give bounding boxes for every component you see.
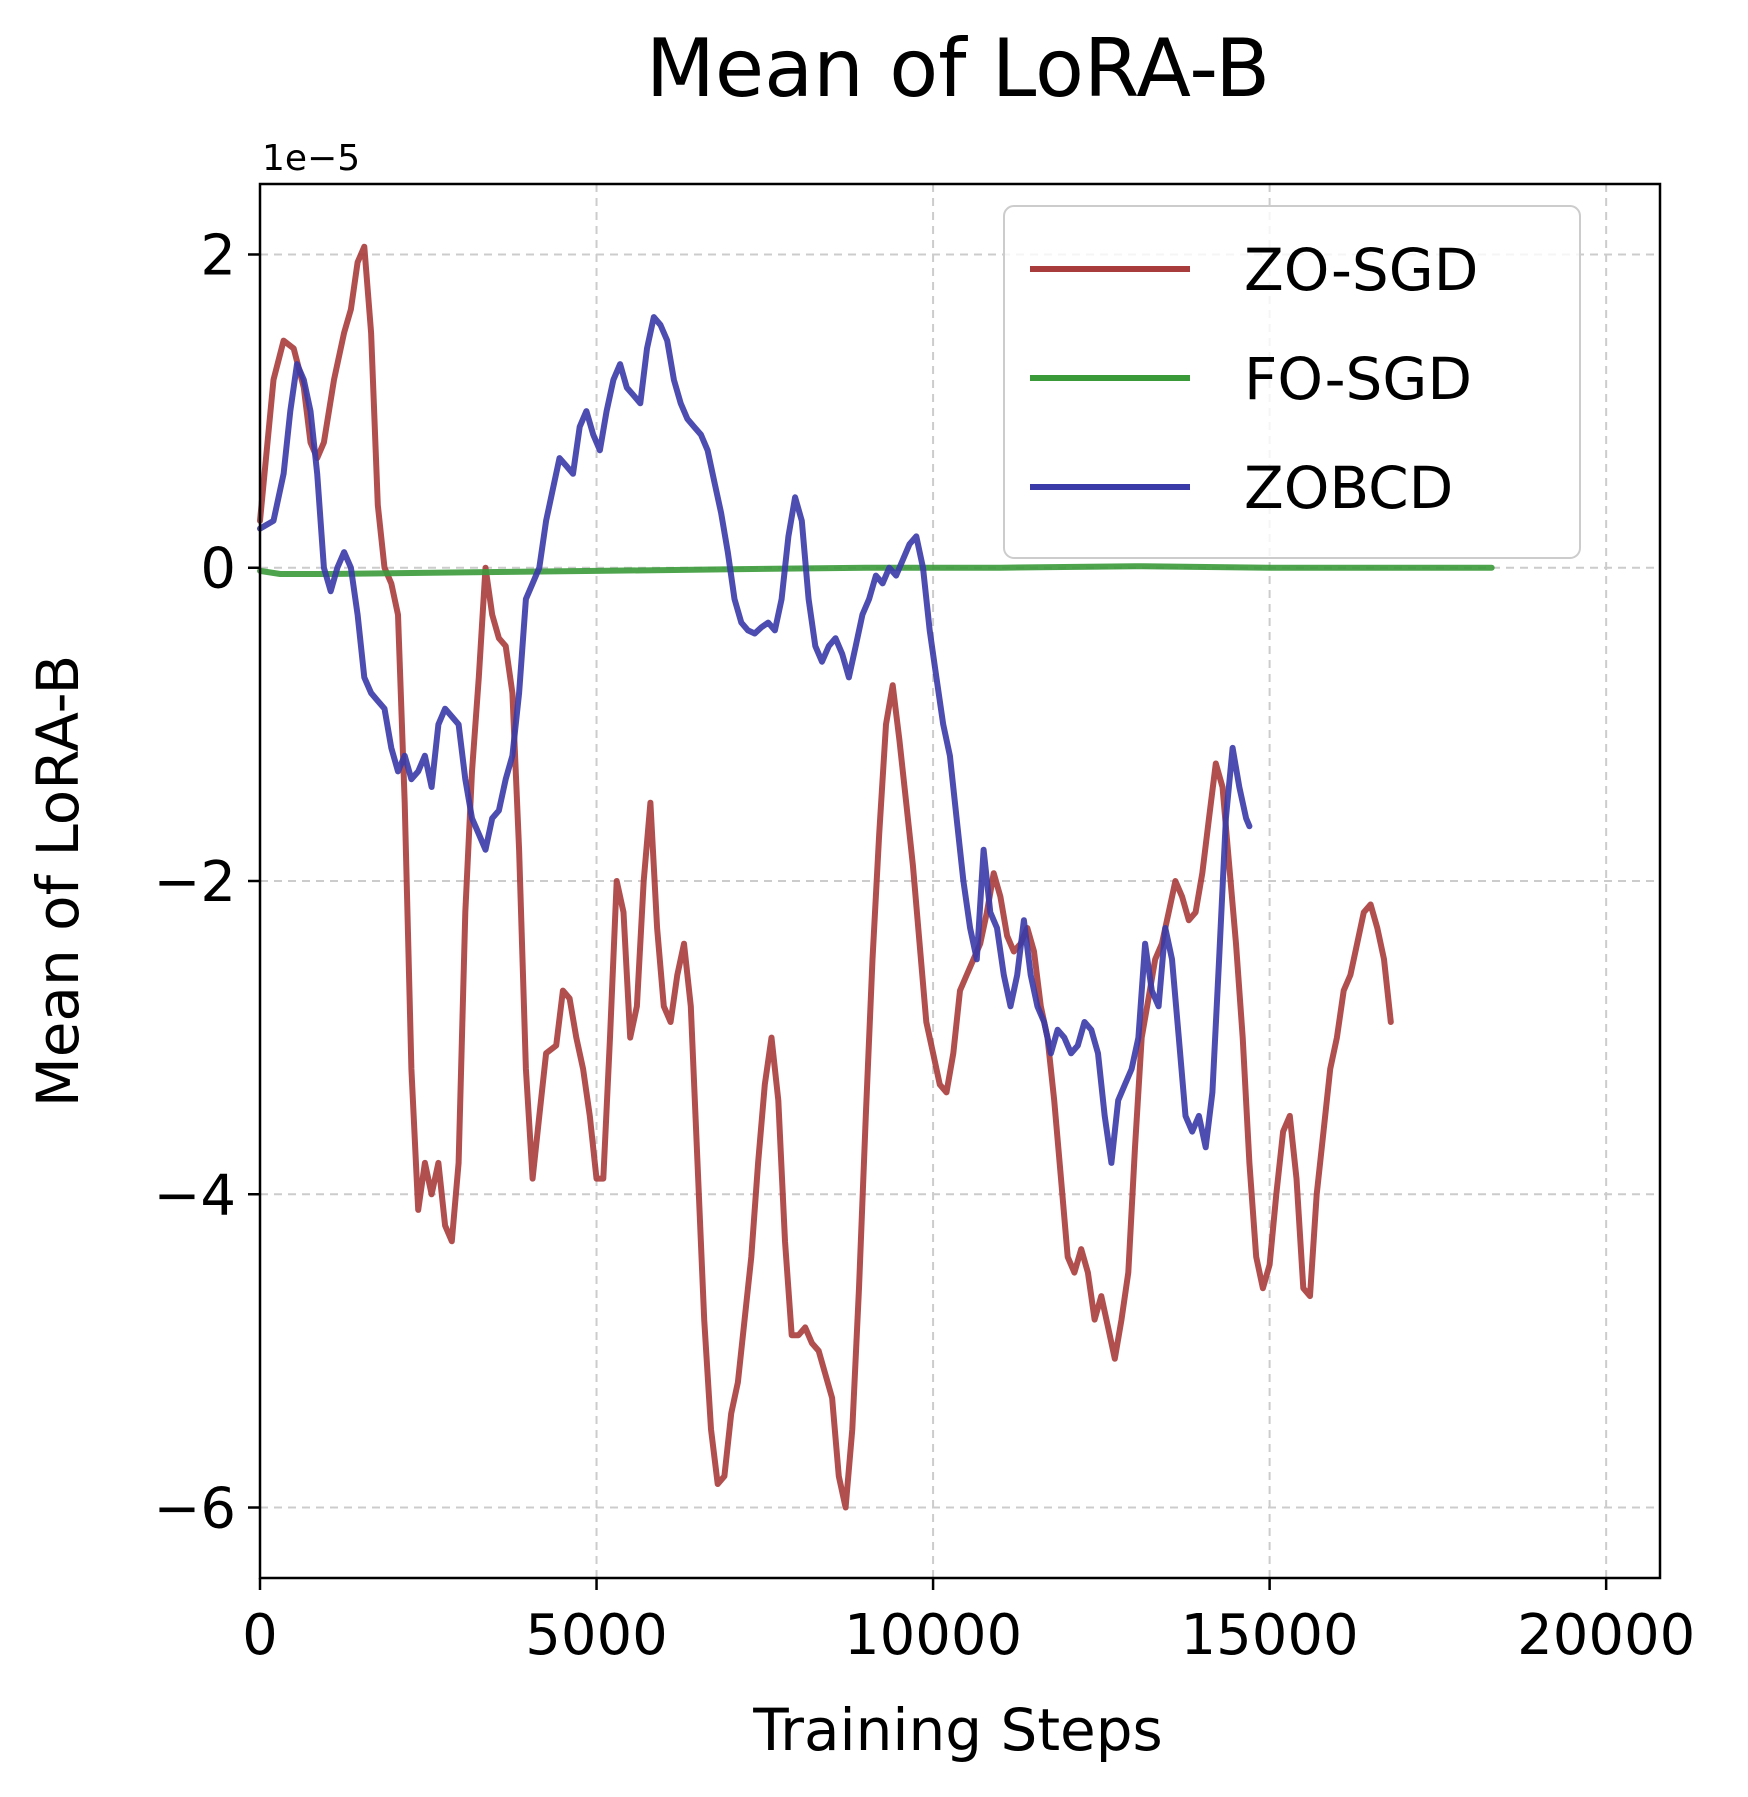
x-tick-label: 15000 (1181, 1603, 1359, 1668)
chart-title: Mean of LoRA-B (646, 22, 1270, 115)
legend-box (1003, 205, 1581, 559)
x-tick-label: 5000 (525, 1603, 668, 1668)
x-tick-label: 10000 (844, 1603, 1022, 1668)
x-axis-label: Training Steps (752, 1696, 1163, 1764)
y-scale-factor: 1e−5 (262, 138, 360, 179)
y-tick-label: −4 (153, 1163, 236, 1228)
series-line-zobcd (257, 314, 1253, 1166)
series-line-fo-sgd (257, 563, 1495, 577)
y-tick-label: −2 (153, 850, 236, 915)
legend-label-zo-sgd: ZO-SGD (1244, 236, 1478, 304)
y-tick-label: 2 (200, 223, 236, 288)
series-line-zo-sgd (257, 243, 1394, 1511)
y-tick-label: 0 (200, 537, 236, 602)
x-tick-label: 20000 (1517, 1603, 1695, 1668)
legend-label-fo-sgd: FO-SGD (1244, 345, 1472, 413)
legend-label-zobcd: ZOBCD (1244, 454, 1453, 522)
series-layer (257, 243, 1495, 1511)
ticks: 0 5000 10000 15000 20000 2 0 −2 −4 −6 (153, 223, 1695, 1668)
legend: ZO-SGD FO-SGD ZOBCD (1003, 205, 1581, 559)
y-tick-label: −6 (153, 1477, 236, 1542)
x-tick-label: 0 (242, 1603, 278, 1668)
y-axis-label: Mean of LoRA-B (24, 655, 92, 1108)
